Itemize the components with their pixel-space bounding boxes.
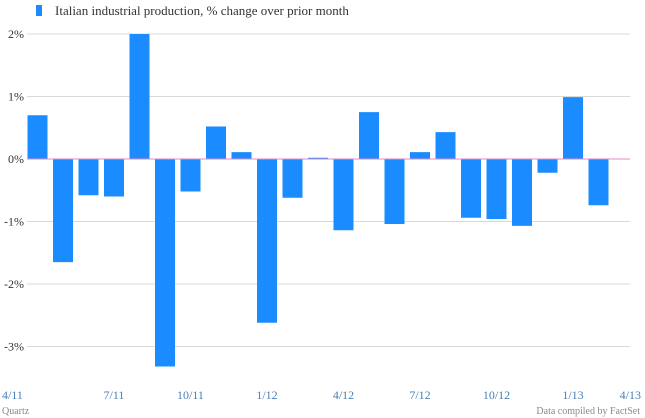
y-tick-label: 2% [8,27,24,41]
bar-12-12 [537,159,558,173]
bar-1-13 [563,97,583,159]
bar-4-11 [27,115,48,159]
y-tick-label: 0% [8,152,24,166]
bar-12-11 [231,152,252,159]
y-tick-label: -3% [4,340,24,354]
legend: Italian industrial production, % change … [36,3,349,18]
y-tick-label: 1% [8,90,24,104]
bar-10-12 [486,159,507,219]
source-right: Data compiled by FactSet [536,406,640,417]
bar-3-12 [308,157,328,159]
bar-7-11 [104,159,124,197]
gridlines [27,33,630,347]
bar-5-12 [359,112,379,159]
bar-1-12 [257,159,277,323]
x-tick-label: 7/12 [409,388,430,402]
bar-11-12 [512,159,532,226]
legend-swatch [36,5,42,16]
bar-6-11 [78,159,99,196]
bar-7-12 [410,152,430,159]
y-tick-label: -1% [4,215,24,229]
x-tick-label: 1/13 [562,388,583,402]
legend-label: Italian industrial production, % change … [55,3,349,18]
bar-9-12 [461,159,481,218]
x-tick-label: 7/11 [104,388,125,402]
bar-10-11 [180,159,201,192]
source-left: Quartz [2,406,30,417]
bar-6-12 [384,159,405,224]
x-tick-label: 4/13 [620,388,641,402]
x-axis-ticks: 4/11 7/11 10/11 1/12 4/12 7/12 10/12 1/13 4/13 [2,388,641,402]
bar-8-11 [129,34,150,159]
bar-8-12 [435,132,456,159]
y-axis-ticks: 2% 1% 0% -1% -2% -3% [4,27,24,354]
bar-5-11 [53,159,73,263]
x-tick-label: 10/11 [177,388,204,402]
y-tick-label: -2% [4,277,24,291]
x-tick-label: 1/12 [256,388,277,402]
x-tick-label: 10/12 [483,388,510,402]
bar-4-12 [333,159,354,231]
bar-11-11 [206,126,226,159]
x-tick-label: 4/11 [2,388,23,402]
bar-9-11 [155,159,175,367]
x-tick-label: 4/12 [333,388,354,402]
bar-2-12 [282,159,303,198]
bars [27,34,609,367]
bar-2-13 [588,159,609,206]
